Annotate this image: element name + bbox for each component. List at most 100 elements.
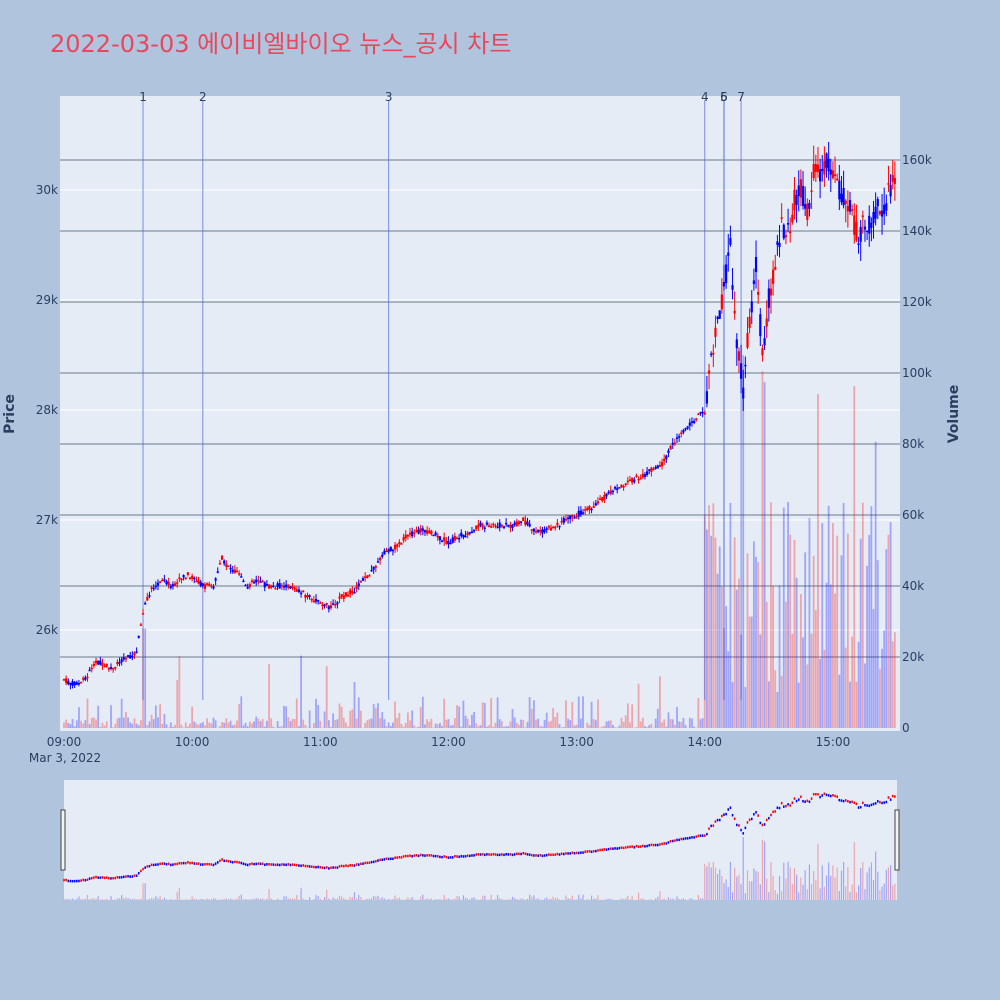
range-slider-bg[interactable] [64,780,897,900]
volume-bar [114,723,117,728]
candle-body [541,529,544,534]
slider-candle [558,853,561,856]
candle-body [624,483,627,485]
candle-body [353,592,356,594]
volume-bar [654,718,657,728]
candle-body [334,604,337,606]
slider-candle [736,823,738,827]
candle-body [340,594,343,597]
slider-volume-bar [744,893,746,900]
candle-body [868,215,871,234]
candle-body [588,506,591,510]
volume-bar [381,712,384,728]
candle-body [707,370,711,374]
candle-body [804,204,807,209]
candle-body [819,169,822,182]
volume-bar [738,578,740,728]
slider-volume-bar [262,898,264,900]
slider-candle [821,794,824,797]
candle-body [404,534,407,539]
candle-body [622,486,625,488]
slider-candle [310,865,313,868]
volume-bar [889,522,892,728]
volume-bar [785,601,787,728]
volume-bar [73,726,76,728]
candle-body [97,660,100,665]
slider-candle [165,863,168,866]
volume-bar [857,641,860,728]
slider-volume-bar [661,899,663,900]
candle-body [214,578,217,581]
volume-bar [524,727,527,728]
volume-bar [667,712,670,728]
volume-bar [646,727,648,728]
slider-candle [674,839,676,842]
candle-body [671,442,674,445]
candle-body [547,526,550,528]
slider-candle [639,845,642,848]
candle-body [470,531,474,533]
slider-candle [565,852,567,855]
slider-volume-bar [353,892,356,900]
slider-candle [157,863,159,866]
candle-body [483,527,486,530]
slider-candle [195,862,198,865]
volume-bar [488,725,490,728]
volume-bar [387,722,390,728]
slider-volume-bar [825,875,828,900]
slider-candle [340,864,343,868]
volume-bar [302,719,305,728]
candle-body [616,488,619,491]
candle-body [220,555,224,560]
candle-body [684,428,687,430]
candle-body [750,301,753,313]
slider-volume-bar [791,884,793,900]
volume-bar [539,726,542,728]
candle-body [242,580,245,583]
volume-bar [355,718,358,728]
candle-body [101,662,104,666]
slider-candle [330,866,332,870]
slider-volume-bar [125,897,127,900]
slider-candle [221,858,223,861]
slider-volume-bar [381,897,383,900]
slider-candle [460,855,463,858]
slider-volume-bar [838,891,840,900]
volume-bar [526,721,529,728]
slider-volume-bar [740,884,742,900]
volume-bar [641,717,644,728]
volume-bar [112,727,115,728]
range-slider-right-handle[interactable] [894,809,900,871]
slider-candle [545,853,548,857]
slider-candle [706,832,708,836]
slider-volume-bar [879,889,881,900]
volume-bar [861,502,864,728]
volume-bar [325,666,328,728]
volume-bar [71,719,74,728]
volume-bar [150,714,153,728]
slider-candle [174,862,176,866]
volume-bar [82,723,85,728]
slider-volume-bar [67,899,69,900]
candle-body [458,537,461,540]
volume-bar [543,719,546,728]
slider-candle [236,860,238,864]
volume-bar [219,726,221,728]
slider-volume-bar [422,894,424,900]
slider-candle [202,863,204,866]
slider-volume-bar [315,895,317,900]
slider-volume-bar [678,898,680,900]
range-slider-left-handle[interactable] [60,809,66,871]
candle-body [359,581,362,583]
slider-volume-bar [338,895,341,900]
slider-volume-bar [178,887,180,900]
slider-candle [293,863,296,867]
slider-candle [599,848,601,852]
slider-volume-bar [768,892,770,900]
slider-candle [629,845,631,849]
volume-bar [253,721,255,728]
volume-bar [206,718,209,728]
volume-bar [797,682,800,728]
slider-volume-bar [326,889,328,900]
volume-bar [891,641,894,728]
